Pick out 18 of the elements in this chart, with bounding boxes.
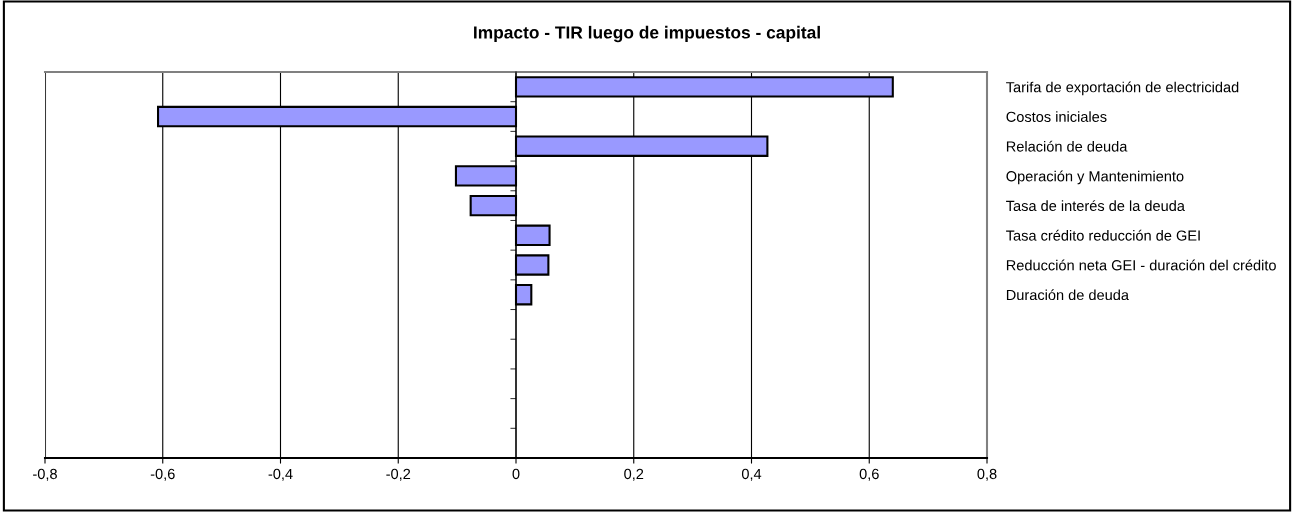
y-tick-label: Tarifa de exportación de electricidad <box>1006 81 1239 96</box>
y-tick-label: Tasa de interés de la deuda <box>1006 200 1185 212</box>
y-tick-label: Costos iniciales <box>1006 111 1107 122</box>
y-tick-label: Reducción neta GEI - duración del crédito <box>1006 259 1276 271</box>
chart-title: Impacto - TIR luego de impuestos - capital <box>474 25 820 43</box>
x-tick-label: 0,6 <box>859 468 879 481</box>
x-tick-label: 0,4 <box>741 468 762 481</box>
x-tick-label: -0,8 <box>33 468 57 481</box>
x-tick-label: 0,8 <box>977 468 997 481</box>
x-tick-label: -0,4 <box>268 468 293 481</box>
x-tick-label: 0,2 <box>624 468 644 481</box>
y-tick-label: Tasa crédito reducción de GEI <box>1006 229 1200 241</box>
y-tick-label: Relación de deuda <box>1006 140 1128 152</box>
x-tick-label: 0 <box>512 468 520 480</box>
y-tick-label: Duración de deuda <box>1006 289 1129 301</box>
y-tick-label: Operación y Mantenimiento <box>1006 170 1184 185</box>
x-tick-label: -0,6 <box>150 468 175 481</box>
x-tick-label: -0,2 <box>386 468 411 481</box>
